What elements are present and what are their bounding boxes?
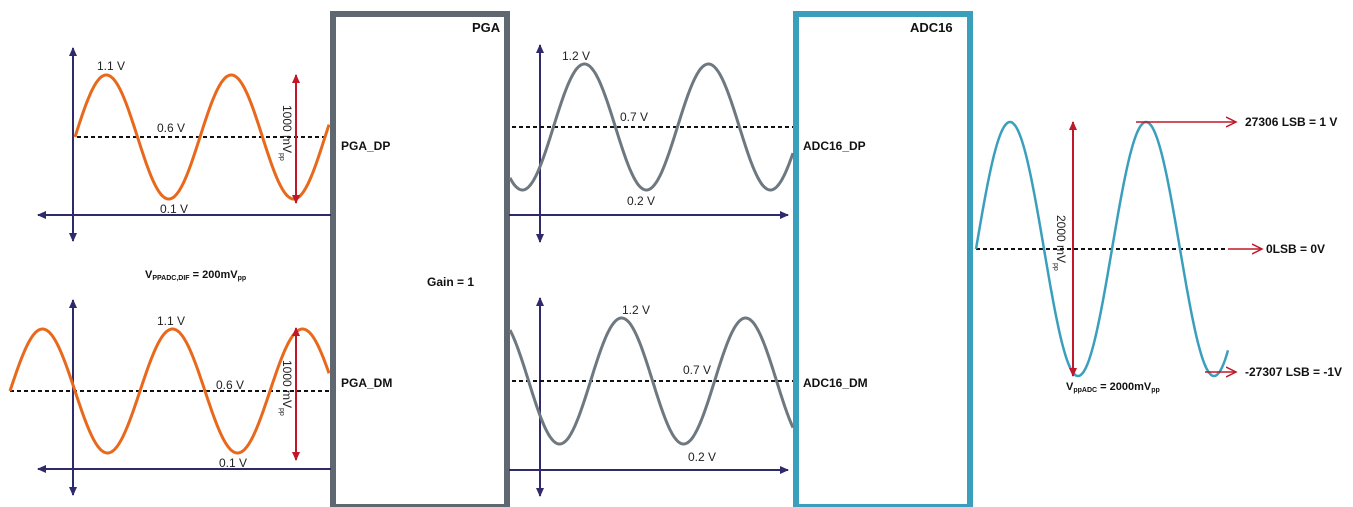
min-label: 0.1 V xyxy=(160,202,188,216)
min-label: 0.1 V xyxy=(219,456,247,470)
pga-dm-label: PGA_DM xyxy=(341,376,392,390)
pga-out-dp-waveform xyxy=(508,62,795,192)
adc16-block xyxy=(793,11,973,507)
output-span-label: 2000 mVpp xyxy=(1052,215,1068,271)
input-dp-waveform xyxy=(73,73,331,201)
input-dm-plot: 1.1 V 0.6 V 0.1 V 1000 mVpp xyxy=(8,299,331,496)
span-label: 1000 mVpp xyxy=(278,360,294,416)
adc16-title: ADC16 xyxy=(910,20,953,35)
adc16-dm-label: ADC16_DM xyxy=(803,376,868,390)
mid-label: 0.6 V xyxy=(216,378,244,392)
adc-output-plot: 2000 mVpp 27306 LSB = 1 V 0LSB = 0V -273… xyxy=(974,115,1342,394)
adc16-dp-label: ADC16_DP xyxy=(803,139,866,153)
bottom-ref-label: -27307 LSB = -1V xyxy=(1245,365,1342,379)
pga-dp-label: PGA_DP xyxy=(341,139,390,153)
zero-ref-label: 0LSB = 0V xyxy=(1266,242,1325,256)
pga-title: PGA xyxy=(472,20,501,35)
max-label: 1.1 V xyxy=(97,59,125,73)
pga-gain-label: Gain = 1 xyxy=(427,275,474,289)
min-label: 0.2 V xyxy=(627,194,655,208)
max-label: 1.2 V xyxy=(622,303,650,317)
mid-label: 0.7 V xyxy=(683,363,711,377)
max-label: 1.2 V xyxy=(562,49,590,63)
pga-out-dp-plot: 1.2 V 0.7 V 0.2 V xyxy=(508,44,795,243)
output-vpp-label: VppADC = 2000mVpp xyxy=(1066,381,1160,394)
min-label: 0.2 V xyxy=(688,450,716,464)
top-ref-label: 27306 LSB = 1 V xyxy=(1245,115,1337,129)
max-label: 1.1 V xyxy=(157,314,185,328)
input-dp-plot: 1.1 V 0.6 V 0.1 V 1000 mVpp xyxy=(37,47,331,242)
pga-out-dm-plot: 1.2 V 0.7 V 0.2 V xyxy=(508,297,795,497)
adc-output-waveform xyxy=(974,120,1230,378)
span-label: 1000 mVpp xyxy=(278,105,294,161)
diff-voltage-label: VPPADC,DIF = 200mVpp xyxy=(145,269,246,282)
mid-label: 0.7 V xyxy=(620,110,648,124)
pga-out-dm-waveform xyxy=(508,316,795,446)
mid-label: 0.6 V xyxy=(157,121,185,135)
input-dm-waveform xyxy=(8,327,331,455)
pga-block xyxy=(330,11,510,507)
